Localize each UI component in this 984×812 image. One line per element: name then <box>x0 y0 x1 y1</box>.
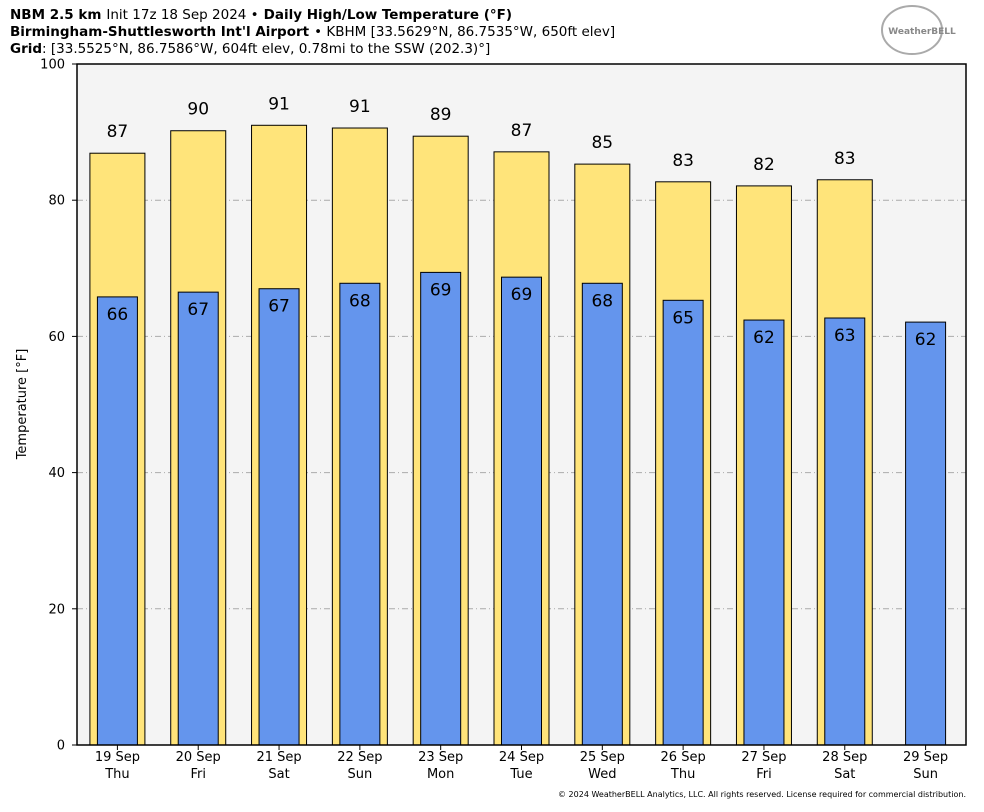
bar <box>581 282 623 746</box>
value-label: 65 <box>672 308 694 328</box>
x-tick-sublabel: Sat <box>834 767 855 782</box>
y-tick-label: 40 <box>48 466 65 481</box>
value-label: 67 <box>187 300 209 320</box>
x-tick-label: 25 Sep <box>580 750 625 765</box>
x-tick-label: 28 Sep <box>822 750 867 765</box>
title-part: Init 17z 18 Sep 2024 • <box>106 7 258 23</box>
bar <box>501 276 542 746</box>
y-tick-label: 20 <box>48 602 65 617</box>
bar <box>905 321 947 746</box>
title-line: Birmingham-Shuttlesworth Int'l Airport • … <box>10 24 615 40</box>
bar <box>743 319 785 746</box>
title-part: NBM 2.5 km <box>10 7 101 23</box>
y-tick-label: 0 <box>57 739 65 754</box>
footer: © 2024 WeatherBELL Analytics, LLC. All r… <box>558 790 966 799</box>
title-line: Grid: [33.5525°N, 86.7586°W, 604ft elev,… <box>10 41 490 57</box>
x-tick-label: 19 Sep <box>95 750 140 765</box>
y-tick-label: 60 <box>48 330 65 345</box>
x-tick-sublabel: Tue <box>509 767 532 782</box>
bar <box>258 288 300 746</box>
bar <box>824 317 866 746</box>
x-tick-sublabel: Sun <box>347 767 372 782</box>
value-label: 69 <box>430 280 452 300</box>
bar <box>662 299 704 746</box>
value-label: 62 <box>915 330 937 350</box>
value-label: 82 <box>753 155 775 175</box>
plot-layer: 87 66 90 67 91 67 91 68 89 69 87 69 85 68 83 65 82 62 83 63… <box>77 63 966 746</box>
x-tick-label: 29 Sep <box>903 750 948 765</box>
x-tick-sublabel: Thu <box>670 767 695 782</box>
x-tick-label: 27 Sep <box>741 750 786 765</box>
x-tick-label: 21 Sep <box>256 750 301 765</box>
x-tick-sublabel: Wed <box>588 767 616 782</box>
x-tick-label: 20 Sep <box>176 750 221 765</box>
value-label: 67 <box>268 297 290 317</box>
value-label: 89 <box>430 105 452 125</box>
title-part: Birmingham-Shuttlesworth Int'l Airport <box>10 24 310 40</box>
x-tick-label: 24 Sep <box>499 750 544 765</box>
y-axis-label: Temperature [°F] <box>15 349 30 461</box>
value-label: 83 <box>834 149 856 169</box>
bar <box>420 271 462 746</box>
value-label: 87 <box>511 121 533 141</box>
logo: WeatherBELL <box>888 27 956 37</box>
title-part: • KBHM [33.5629°N, 86.7535°W, 650ft elev… <box>314 24 615 40</box>
logo-mark <box>881 5 943 55</box>
value-label: 63 <box>834 326 856 346</box>
y-tick-label: 100 <box>40 58 65 73</box>
x-tick-sublabel: Mon <box>427 767 454 782</box>
title-part: Daily High/Low Temperature (°F) <box>264 7 512 23</box>
x-tick-sublabel: Fri <box>190 767 206 782</box>
value-label: 91 <box>268 94 290 114</box>
value-label: 83 <box>672 151 694 171</box>
value-label: 87 <box>107 122 129 142</box>
x-tick-sublabel: Thu <box>104 767 129 782</box>
x-tick-sublabel: Fri <box>756 767 772 782</box>
title-part: Grid <box>10 41 42 57</box>
x-tick-label: 23 Sep <box>418 750 463 765</box>
bar <box>177 291 219 746</box>
value-label: 68 <box>591 291 613 311</box>
value-label: 68 <box>349 291 371 311</box>
x-tick-label: 26 Sep <box>661 750 706 765</box>
value-label: 69 <box>511 285 533 305</box>
title-line: NBM 2.5 km Init 17z 18 Sep 2024 • Daily Hi… <box>10 7 512 23</box>
y-tick-label: 80 <box>48 194 65 209</box>
value-label: 90 <box>187 100 209 120</box>
x-tick-sublabel: Sat <box>268 767 289 782</box>
title-part: : [33.5525°N, 86.7586°W, 604ft elev, 0.7… <box>42 41 490 57</box>
bar <box>96 296 138 746</box>
x-tick-sublabel: Sun <box>913 767 938 782</box>
x-tick-label: 22 Sep <box>337 750 382 765</box>
value-label: 85 <box>591 133 613 153</box>
bar <box>339 282 381 746</box>
value-label: 91 <box>349 97 371 117</box>
value-label: 62 <box>753 328 775 348</box>
value-label: 66 <box>107 305 129 325</box>
